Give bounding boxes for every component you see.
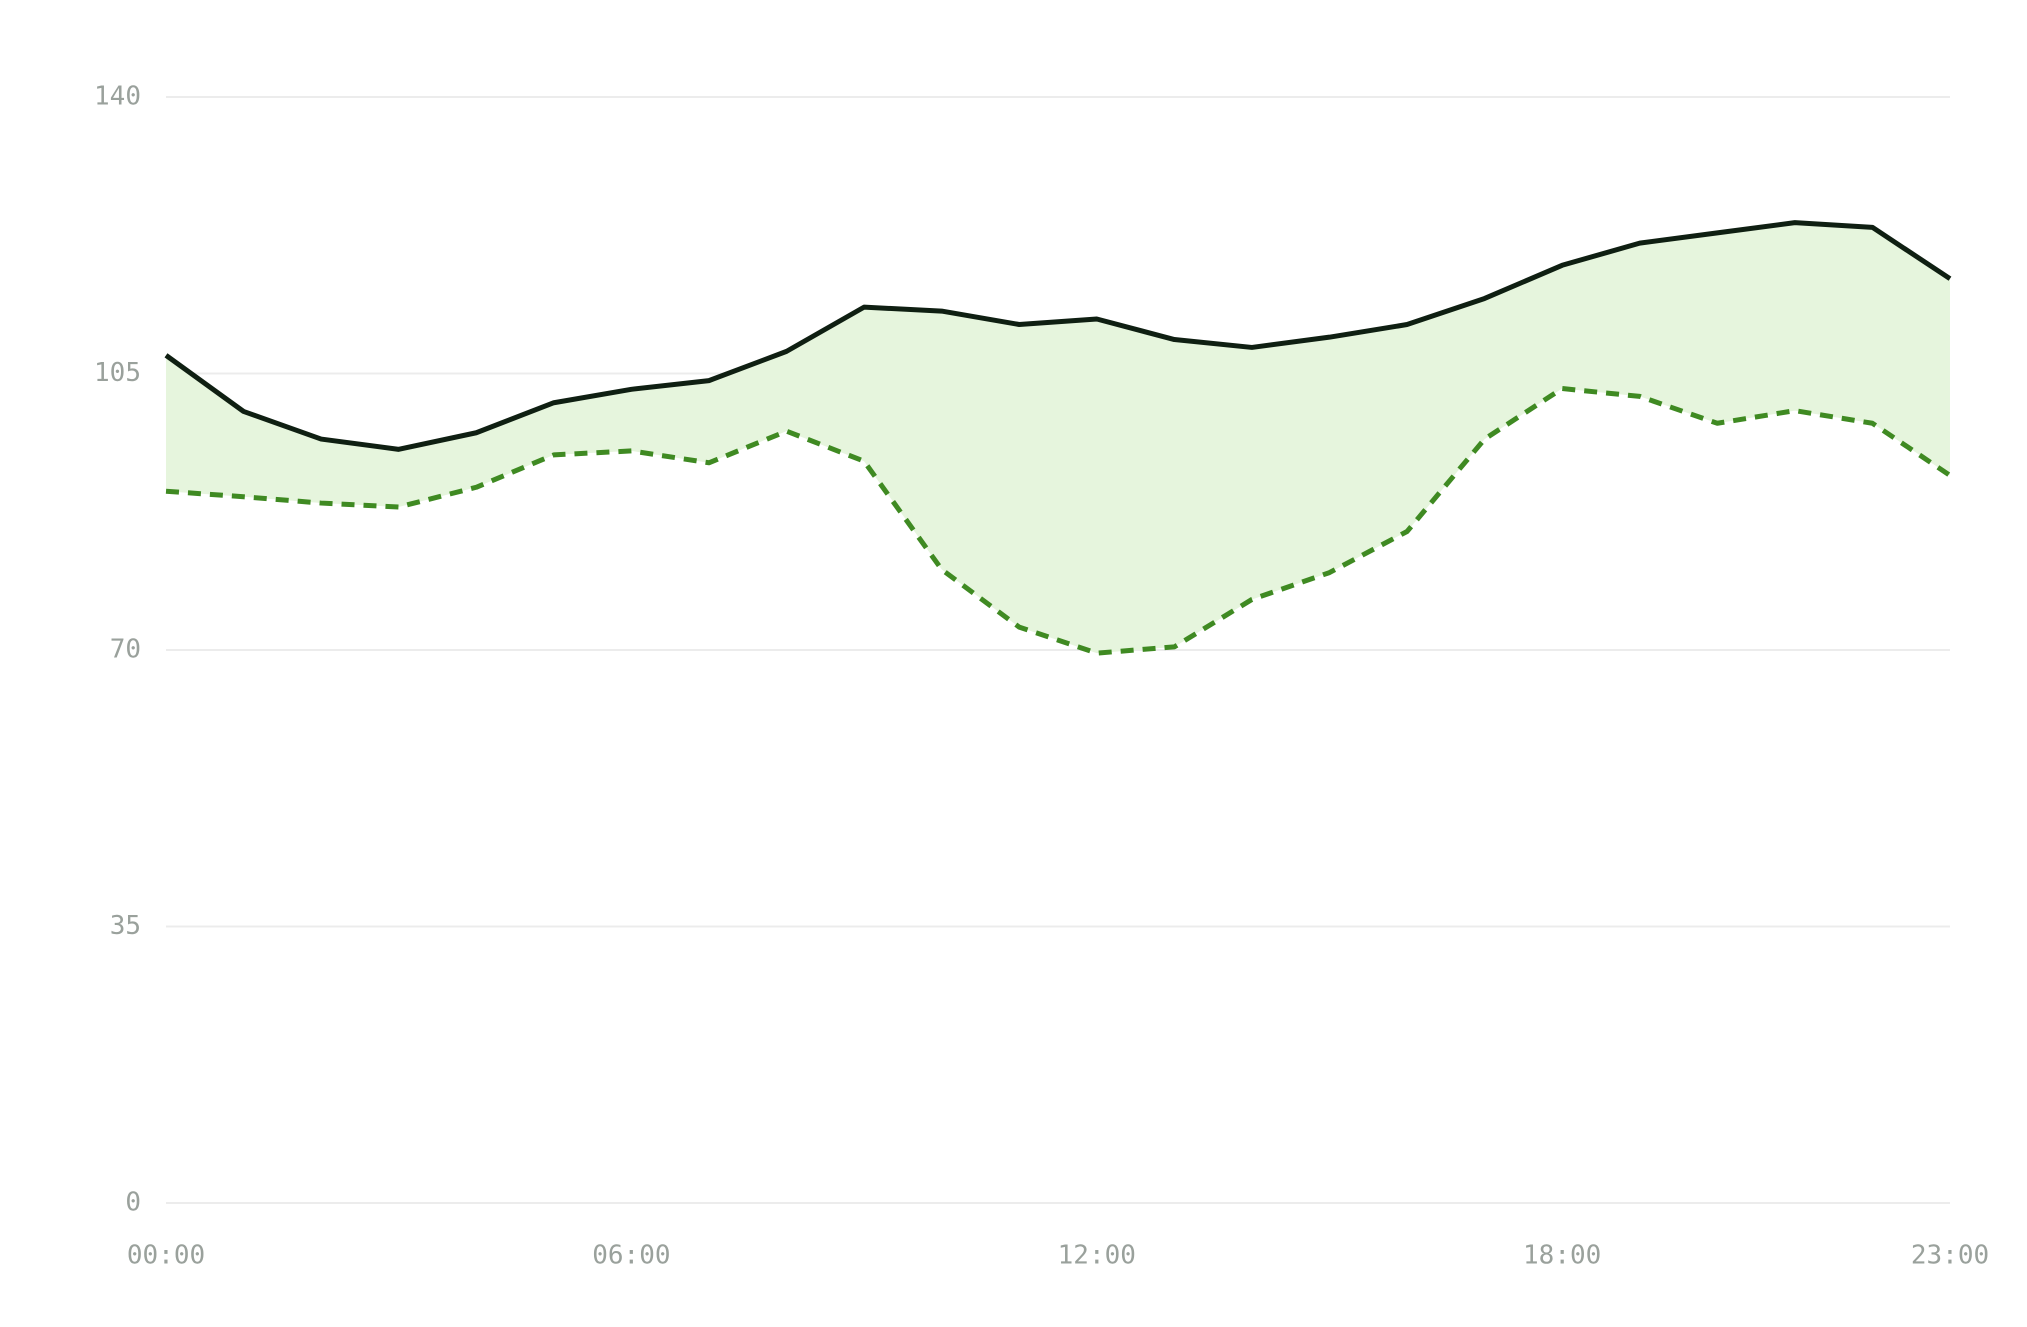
x-tick-label: 23:00 (1911, 1241, 1989, 1271)
series-line (165, 386, 1952, 656)
series-line (164, 220, 1952, 452)
x-tick-label: 00:00 (127, 1241, 205, 1271)
y-tick-label: 0 (125, 1188, 141, 1218)
y-tick-label: 70 (110, 635, 141, 665)
x-tick-label: 06:00 (592, 1241, 670, 1271)
x-tick-label: 18:00 (1523, 1241, 1601, 1271)
x-tick-label: 12:00 (1058, 1241, 1136, 1271)
y-tick-label: 105 (94, 358, 141, 388)
band-fill (166, 222, 1950, 654)
y-tick-label: 35 (110, 911, 141, 941)
y-tick-label: 140 (94, 82, 141, 112)
